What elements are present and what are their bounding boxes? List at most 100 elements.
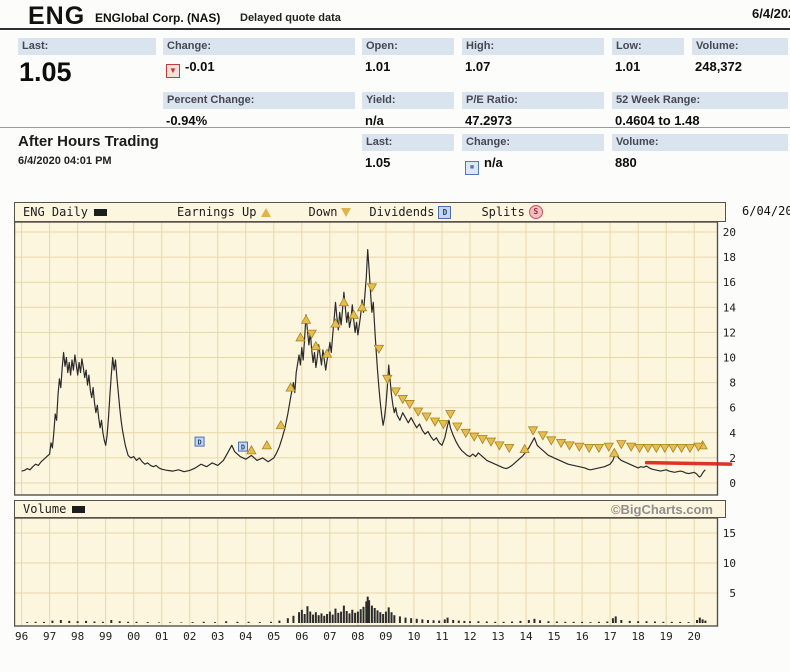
- svg-text:04: 04: [239, 630, 253, 643]
- svg-text:97: 97: [43, 630, 56, 643]
- quote-cell-high: High: 1.07: [462, 38, 604, 74]
- svg-text:19: 19: [660, 630, 673, 643]
- price-line-icon: [94, 208, 108, 216]
- quote-cell-change: Change: ▼ -0.01: [163, 38, 355, 78]
- volume-bar-icon: [72, 505, 86, 513]
- svg-text:17: 17: [603, 630, 616, 643]
- quote-cell-last: Last: 1.05: [18, 38, 156, 88]
- change-value: -0.01: [185, 59, 215, 74]
- delayed-quote-note: Delayed quote data: [240, 12, 341, 24]
- after-hours-timestamp: 6/4/2020 04:01 PM: [18, 155, 112, 167]
- svg-text:15: 15: [723, 527, 736, 540]
- earnings-up-icon: [260, 207, 271, 217]
- earnings-down-icon: [341, 207, 352, 217]
- svg-text:14: 14: [519, 630, 533, 643]
- chart-legend-bar: ENG Daily Earnings Up Down Dividends D S…: [14, 202, 726, 222]
- after-hours-last-value: 1.05: [365, 155, 391, 170]
- after-hours-volume-value: 880: [615, 155, 637, 170]
- svg-text:15: 15: [547, 630, 560, 643]
- 52-week-range-label: 52 Week Range:: [612, 92, 788, 109]
- quote-cell-low: Low: 1.01: [612, 38, 684, 74]
- quote-cell-pe-ratio: P/E Ratio: 47.2973: [462, 92, 604, 128]
- svg-text:08: 08: [351, 630, 364, 643]
- change-label: Change:: [163, 38, 355, 55]
- svg-text:02: 02: [183, 630, 196, 643]
- svg-text:11: 11: [435, 630, 448, 643]
- low-label: Low:: [612, 38, 684, 55]
- after-hours-change-value: n/a: [484, 155, 503, 170]
- svg-text:00: 00: [127, 630, 140, 643]
- svg-text:8: 8: [729, 377, 736, 390]
- legend-dividends-label: Dividends: [369, 205, 435, 219]
- quote-cell-yield: Yield: n/a: [362, 92, 454, 128]
- after-hours-title: After Hours Trading: [18, 133, 159, 150]
- svg-text:16: 16: [575, 630, 588, 643]
- volume-label: Volume:: [692, 38, 788, 55]
- quote-date: 6/4/2020: [752, 6, 790, 21]
- chart-title: ENG Daily: [23, 205, 89, 219]
- volume-panel-label: Volume: [23, 502, 67, 516]
- yield-label: Yield:: [362, 92, 454, 109]
- after-hours-change-label: Change:: [462, 134, 604, 151]
- svg-text:14: 14: [723, 301, 737, 314]
- last-value: 1.05: [19, 57, 72, 87]
- legend-splits-label: Splits: [481, 205, 525, 219]
- change-unchanged-icon: ■: [465, 161, 479, 175]
- svg-text:98: 98: [71, 630, 84, 643]
- svg-text:12: 12: [463, 630, 476, 643]
- high-value: 1.07: [465, 59, 491, 74]
- percent-change-value: -0.94%: [166, 113, 208, 128]
- svg-text:20: 20: [688, 630, 701, 643]
- last-label: Last:: [18, 38, 156, 55]
- svg-text:10: 10: [723, 557, 736, 570]
- svg-text:01: 01: [155, 630, 168, 643]
- svg-text:06: 06: [295, 630, 308, 643]
- header-divider: [0, 28, 790, 30]
- svg-text:03: 03: [211, 630, 224, 643]
- svg-text:99: 99: [99, 630, 112, 643]
- quote-cell-open: Open: 1.01: [362, 38, 454, 74]
- pe-ratio-value: 47.2973: [465, 113, 512, 128]
- open-label: Open:: [362, 38, 454, 55]
- svg-text:09: 09: [379, 630, 392, 643]
- low-value: 1.01: [615, 59, 641, 74]
- svg-text:0: 0: [729, 477, 736, 490]
- after-hours-cell-change: Change: ■ n/a: [462, 134, 604, 175]
- svg-text:D: D: [197, 438, 201, 446]
- svg-text:13: 13: [491, 630, 504, 643]
- high-label: High:: [462, 38, 604, 55]
- after-hours-volume-label: Volume:: [612, 134, 788, 151]
- 52-week-range-value: 0.4604 to 1.48: [615, 113, 700, 128]
- quote-cell-percent-change: Percent Change: -0.94%: [163, 92, 355, 128]
- svg-text:6: 6: [729, 402, 736, 415]
- chart-date: 6/04/20: [742, 204, 790, 218]
- change-down-icon: ▼: [166, 64, 180, 78]
- after-hours-last-label: Last:: [362, 134, 454, 151]
- section-divider: [0, 127, 790, 128]
- company-name: ENGlobal Corp. (NAS): [95, 11, 221, 25]
- svg-text:2: 2: [729, 452, 736, 465]
- svg-text:18: 18: [723, 251, 736, 264]
- svg-text:20: 20: [723, 226, 736, 239]
- legend-earnings-up-label: Earnings Up: [177, 205, 257, 219]
- svg-text:5: 5: [729, 587, 736, 600]
- percent-change-label: Percent Change:: [163, 92, 355, 109]
- svg-text:05: 05: [267, 630, 280, 643]
- quote-cell-52-week-range: 52 Week Range: 0.4604 to 1.48: [612, 92, 788, 128]
- svg-text:96: 96: [15, 630, 28, 643]
- bigcharts-watermark: ©BigCharts.com: [610, 501, 713, 517]
- after-hours-cell-volume: Volume: 880: [612, 134, 788, 170]
- pe-ratio-label: P/E Ratio:: [462, 92, 604, 109]
- svg-text:12: 12: [723, 326, 736, 339]
- svg-text:16: 16: [723, 276, 736, 289]
- svg-text:10: 10: [723, 352, 736, 365]
- ticker-symbol: ENG: [28, 2, 86, 30]
- svg-text:10: 10: [407, 630, 420, 643]
- svg-text:4: 4: [729, 427, 736, 440]
- legend-down-label: Down: [308, 205, 338, 219]
- svg-text:07: 07: [323, 630, 336, 643]
- svg-text:D: D: [241, 443, 245, 451]
- after-hours-cell-last: Last: 1.05: [362, 134, 454, 170]
- split-icon: S: [528, 205, 543, 219]
